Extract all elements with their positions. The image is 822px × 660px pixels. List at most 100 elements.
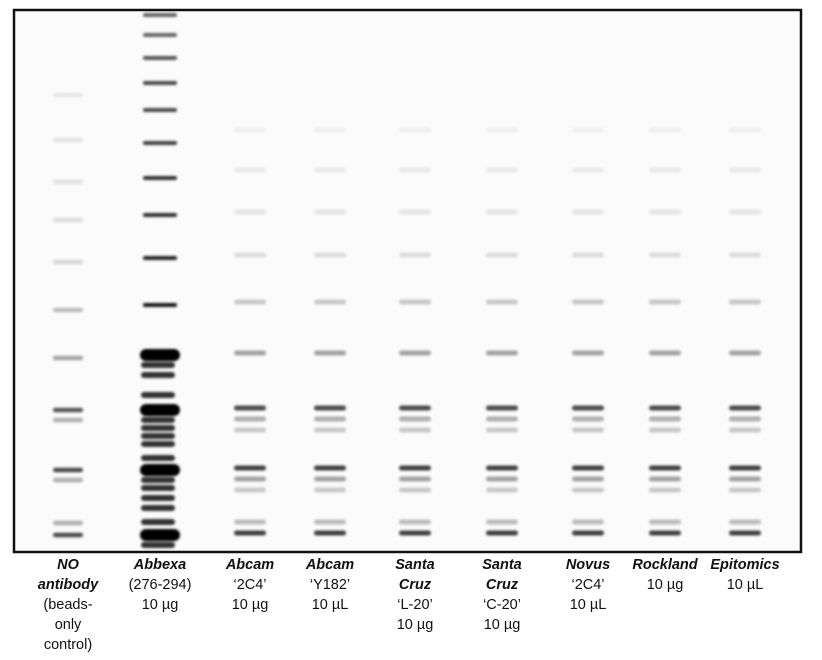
- band: [234, 299, 266, 305]
- band: [399, 127, 431, 133]
- band: [141, 362, 175, 368]
- band: [729, 350, 761, 356]
- band: [399, 476, 431, 482]
- band: [234, 405, 266, 411]
- band: [141, 455, 175, 461]
- band: [141, 372, 175, 378]
- lane-detail: (beads-: [43, 597, 92, 613]
- band: [143, 13, 177, 17]
- band: [486, 127, 518, 133]
- band: [141, 519, 175, 525]
- band: [53, 355, 83, 361]
- band: [486, 405, 518, 411]
- band: [729, 416, 761, 422]
- band: [729, 476, 761, 482]
- band: [649, 427, 681, 433]
- lane-detail: 10 µg: [647, 577, 684, 593]
- band: [399, 530, 431, 536]
- band: [729, 299, 761, 305]
- band: [486, 209, 518, 215]
- band: [649, 127, 681, 133]
- band: [486, 167, 518, 173]
- lane-name: Epitomics: [710, 557, 779, 573]
- band: [141, 433, 175, 439]
- band: [234, 465, 266, 471]
- band: [399, 405, 431, 411]
- band: [141, 477, 175, 483]
- band: [649, 209, 681, 215]
- band: [572, 519, 604, 525]
- band: [729, 519, 761, 525]
- band: [314, 252, 346, 258]
- band: [486, 299, 518, 305]
- band: [572, 252, 604, 258]
- band: [572, 167, 604, 173]
- band: [729, 405, 761, 411]
- band: [53, 259, 83, 265]
- band: [649, 530, 681, 536]
- band: [572, 416, 604, 422]
- band: [314, 519, 346, 525]
- band: [140, 529, 180, 541]
- band: [399, 167, 431, 173]
- band: [234, 252, 266, 258]
- band: [234, 127, 266, 133]
- band: [143, 303, 177, 307]
- lane-labels: NO antibody (beads-only control) Abbexa (276-…: [38, 557, 780, 653]
- band: [143, 33, 177, 37]
- lane-detail: 10 µg: [484, 617, 521, 633]
- band: [729, 209, 761, 215]
- band: [314, 530, 346, 536]
- band: [572, 476, 604, 482]
- band: [314, 350, 346, 356]
- band: [649, 487, 681, 493]
- band: [729, 465, 761, 471]
- band: [141, 485, 175, 491]
- band: [729, 427, 761, 433]
- lane-name: antibody: [38, 577, 99, 593]
- band: [53, 520, 83, 526]
- band: [486, 350, 518, 356]
- band: [143, 56, 177, 60]
- band: [143, 213, 177, 217]
- band: [486, 530, 518, 536]
- lane-name: Rockland: [632, 557, 698, 573]
- band: [53, 137, 83, 143]
- band: [399, 487, 431, 493]
- band: [53, 179, 83, 185]
- band: [649, 476, 681, 482]
- band: [53, 532, 83, 538]
- lane-detail: only: [55, 617, 82, 633]
- lane-name: Abbexa: [133, 557, 186, 573]
- band: [234, 476, 266, 482]
- band: [234, 209, 266, 215]
- band: [729, 530, 761, 536]
- band: [141, 495, 175, 501]
- band: [729, 167, 761, 173]
- band: [314, 167, 346, 173]
- lane-name: Cruz: [486, 577, 519, 593]
- band: [486, 487, 518, 493]
- band: [399, 416, 431, 422]
- lane-detail: 10 µL: [312, 597, 349, 613]
- band: [399, 427, 431, 433]
- band: [53, 307, 83, 313]
- lane-name: Abcam: [305, 557, 354, 573]
- band: [399, 209, 431, 215]
- band: [143, 256, 177, 260]
- band: [486, 252, 518, 258]
- gel-bands: [53, 13, 761, 548]
- band: [141, 417, 175, 423]
- band: [141, 392, 175, 398]
- band: [729, 487, 761, 493]
- band: [486, 427, 518, 433]
- lane-detail: 10 µL: [727, 577, 764, 593]
- band: [234, 487, 266, 493]
- band: [572, 530, 604, 536]
- band: [143, 81, 177, 85]
- band: [399, 299, 431, 305]
- lane-detail: control): [44, 637, 92, 653]
- band: [141, 425, 175, 431]
- lane-detail: 10 µg: [397, 617, 434, 633]
- band: [140, 404, 180, 416]
